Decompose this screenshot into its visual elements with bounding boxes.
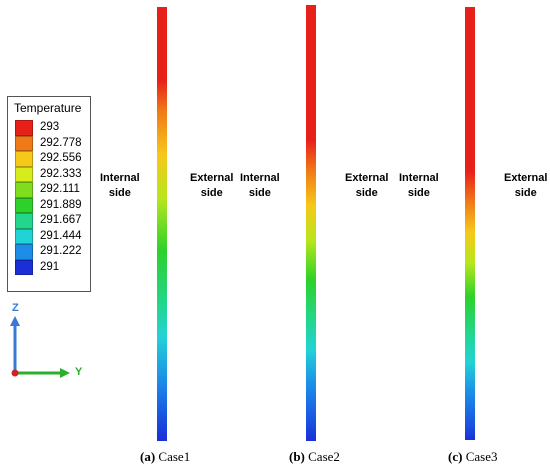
caption-letter: (c) xyxy=(448,449,463,464)
internal-side-label-b: Internal side xyxy=(240,172,280,199)
legend-label: 292.111 xyxy=(40,183,80,195)
wall-column-case1-field xyxy=(157,7,167,441)
external-side-label-c: External side xyxy=(504,172,548,199)
caption-letter: (b) xyxy=(289,449,305,464)
legend-swatch-0 xyxy=(15,120,33,136)
axis-triad: Z Y xyxy=(4,300,94,390)
legend-label: 292.333 xyxy=(40,167,82,180)
legend-label: 292.556 xyxy=(40,152,82,164)
caption-letter: (a) xyxy=(140,449,156,464)
legend-title: Temperature xyxy=(14,101,82,115)
legend-label: 291.667 xyxy=(40,214,82,226)
external-side-label-b: External side xyxy=(345,172,389,199)
legend-label: 292.778 xyxy=(40,136,82,149)
legend-swatch-6 xyxy=(15,213,33,229)
wall-column-case1 xyxy=(157,7,167,441)
legend-swatch-2 xyxy=(15,151,33,167)
legend-swatch-4 xyxy=(15,182,33,198)
legend-swatch-1 xyxy=(15,135,33,151)
caption-text: Case1 xyxy=(155,449,191,464)
y-axis-label: Y xyxy=(75,366,83,378)
legend-label: 291 xyxy=(40,260,60,273)
legend-label: 291.444 xyxy=(40,229,82,242)
axis-triad-graphic xyxy=(10,316,70,378)
caption-case1: (a) Case1 xyxy=(140,449,190,465)
internal-side-label-a: Internal side xyxy=(100,172,140,199)
legend-label: 291.889 xyxy=(40,198,82,211)
z-axis-label: Z xyxy=(12,302,19,314)
legend-label: 293 xyxy=(40,121,60,133)
legend-label: 291.222 xyxy=(40,245,82,257)
legend-swatches xyxy=(15,120,33,275)
legend-swatch-8 xyxy=(15,244,33,260)
internal-side-label-c: Internal side xyxy=(399,172,439,199)
z-axis-arrowhead xyxy=(10,316,20,326)
wall-column-case2 xyxy=(306,5,316,441)
external-side-label-a: External side xyxy=(190,172,234,199)
legend-swatch-3 xyxy=(15,166,33,182)
caption-case2: (b) Case2 xyxy=(289,449,340,465)
legend-swatch-9 xyxy=(15,259,33,275)
legend-swatch-7 xyxy=(15,228,33,244)
temperature-legend: Temperature 293 292.778 292.556 292.333 … xyxy=(7,96,91,292)
legend-labels: 293 292.778 292.556 292.333 292.111 291.… xyxy=(40,120,82,275)
caption-text: Case2 xyxy=(304,449,340,464)
wall-column-case3-field xyxy=(465,7,475,440)
y-axis-arrowhead xyxy=(60,368,70,378)
caption-text: Case3 xyxy=(462,449,498,464)
legend-swatch-5 xyxy=(15,197,33,213)
axis-origin-dot xyxy=(11,369,19,377)
wall-column-case3 xyxy=(465,7,475,440)
wall-column-case2-field xyxy=(306,5,316,441)
caption-case3: (c) Case3 xyxy=(448,449,497,465)
